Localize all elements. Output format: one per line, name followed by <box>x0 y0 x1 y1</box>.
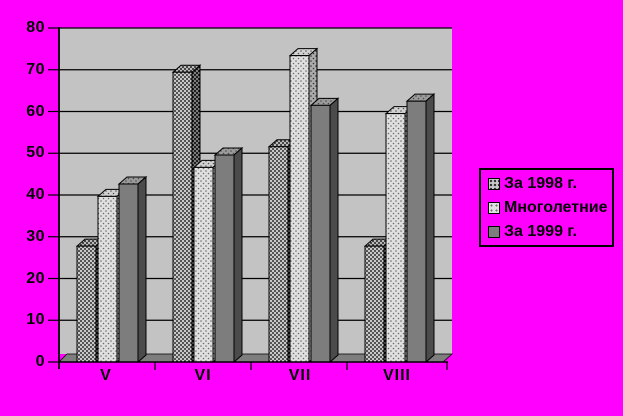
y-axis-label: 0 <box>35 353 45 370</box>
bar-s2-VII <box>289 55 310 363</box>
bar-s3-VI <box>214 154 235 363</box>
bar-s3-VI-side <box>233 146 243 364</box>
bar-s1-VI <box>172 71 193 363</box>
legend-label: За 1998 г. <box>504 174 577 192</box>
x-axis-label: VI <box>194 367 212 384</box>
legend-swatch-1999-icon <box>488 225 500 238</box>
x-axis-label: VII <box>288 367 312 384</box>
bar-s3-VIII-side <box>425 93 435 364</box>
y-axis-label: 40 <box>26 186 45 203</box>
bar-s2-V <box>97 195 118 363</box>
legend-label: За 1999 г. <box>504 222 577 240</box>
legend: За 1998 г. Многолетние За 1999 г. <box>479 168 614 247</box>
bar-s1-V <box>76 245 97 363</box>
y-axis-label: 70 <box>26 60 45 78</box>
bar-s3-V-side <box>137 175 147 364</box>
legend-item: За 1998 г. <box>488 173 612 194</box>
bar-s2-VI <box>193 166 214 363</box>
bar-s1-VII <box>268 146 289 363</box>
legend-swatch-1998-icon <box>488 177 500 190</box>
bar-s3-VIII <box>406 100 427 363</box>
y-axis-label: 20 <box>26 269 45 287</box>
y-axis-label: 80 <box>26 19 45 36</box>
bar-s3-VII-side <box>329 97 339 364</box>
bar-s3-V <box>118 183 139 363</box>
legend-item: Многолетние <box>488 197 612 218</box>
bar-s2-VIII <box>385 113 406 363</box>
legend-item: За 1999 г. <box>488 221 612 242</box>
y-axis-label: 50 <box>26 144 45 162</box>
x-axis-label: V <box>100 367 112 384</box>
y-axis-label: 60 <box>26 102 45 120</box>
y-axis-label: 10 <box>26 311 45 329</box>
legend-label: Многолетние <box>504 198 608 216</box>
bar-s3-VII <box>310 104 331 363</box>
y-axis-label: 30 <box>26 227 45 245</box>
bar-s1-VIII <box>364 245 385 363</box>
legend-swatch-mnogoletnie-icon <box>488 201 500 214</box>
x-axis-label: VIII <box>382 367 411 384</box>
